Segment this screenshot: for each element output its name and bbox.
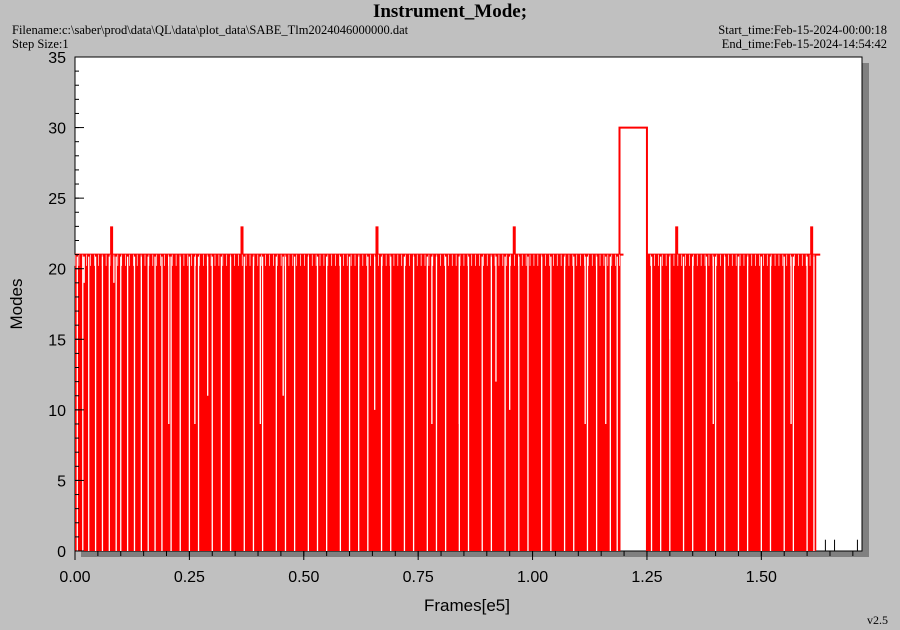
y-tick-label: 0 xyxy=(57,544,66,561)
step-size-label: Step Size:1 xyxy=(12,37,69,51)
y-tick-label: 35 xyxy=(48,50,66,67)
start-time-label: Start_time:Feb-15-2024-00:00:18 xyxy=(718,23,887,37)
filename-label: Filename:c:\saber\prod\data\QL\data\plot… xyxy=(12,23,409,37)
trace-fill-block xyxy=(646,254,817,551)
x-tick-label: 1.50 xyxy=(746,569,777,586)
end-time-label: End_time:Feb-15-2024-14:54:42 xyxy=(721,37,887,51)
y-axis-label: Modes xyxy=(7,278,26,329)
trace-group xyxy=(74,126,858,551)
x-tick-label: 1.25 xyxy=(631,569,662,586)
x-tick-label: 0.00 xyxy=(59,569,90,586)
y-tick-label: 20 xyxy=(48,262,66,279)
x-axis: 0.00 0.25 0.50 0.75 1.00 1.25 1.50 xyxy=(59,551,854,586)
trace-fill-block xyxy=(75,254,620,551)
y-axis: 0 5 10 15 20 25 30 35 xyxy=(48,50,84,561)
y-tick-label: 15 xyxy=(48,332,66,349)
trace-spike xyxy=(810,226,814,255)
trace-spike xyxy=(110,226,114,255)
y-tick-label: 5 xyxy=(57,473,66,490)
x-tick-label: 0.50 xyxy=(288,569,319,586)
y-tick-label: 10 xyxy=(48,403,66,420)
y-tick-label: 25 xyxy=(48,191,66,208)
version-label: v2.5 xyxy=(867,613,888,627)
y-tick-label: 30 xyxy=(48,121,66,138)
trace-spike xyxy=(240,226,244,255)
x-axis-label: Frames[e5] xyxy=(424,596,510,615)
trace-spike xyxy=(512,226,516,255)
x-tick-label: 1.00 xyxy=(517,569,548,586)
chart-title: Instrument_Mode; xyxy=(372,1,528,22)
x-tick-label: 0.75 xyxy=(403,569,434,586)
trace-spike xyxy=(375,226,379,255)
trace-spike xyxy=(675,226,679,255)
x-tick-label: 0.25 xyxy=(174,569,205,586)
